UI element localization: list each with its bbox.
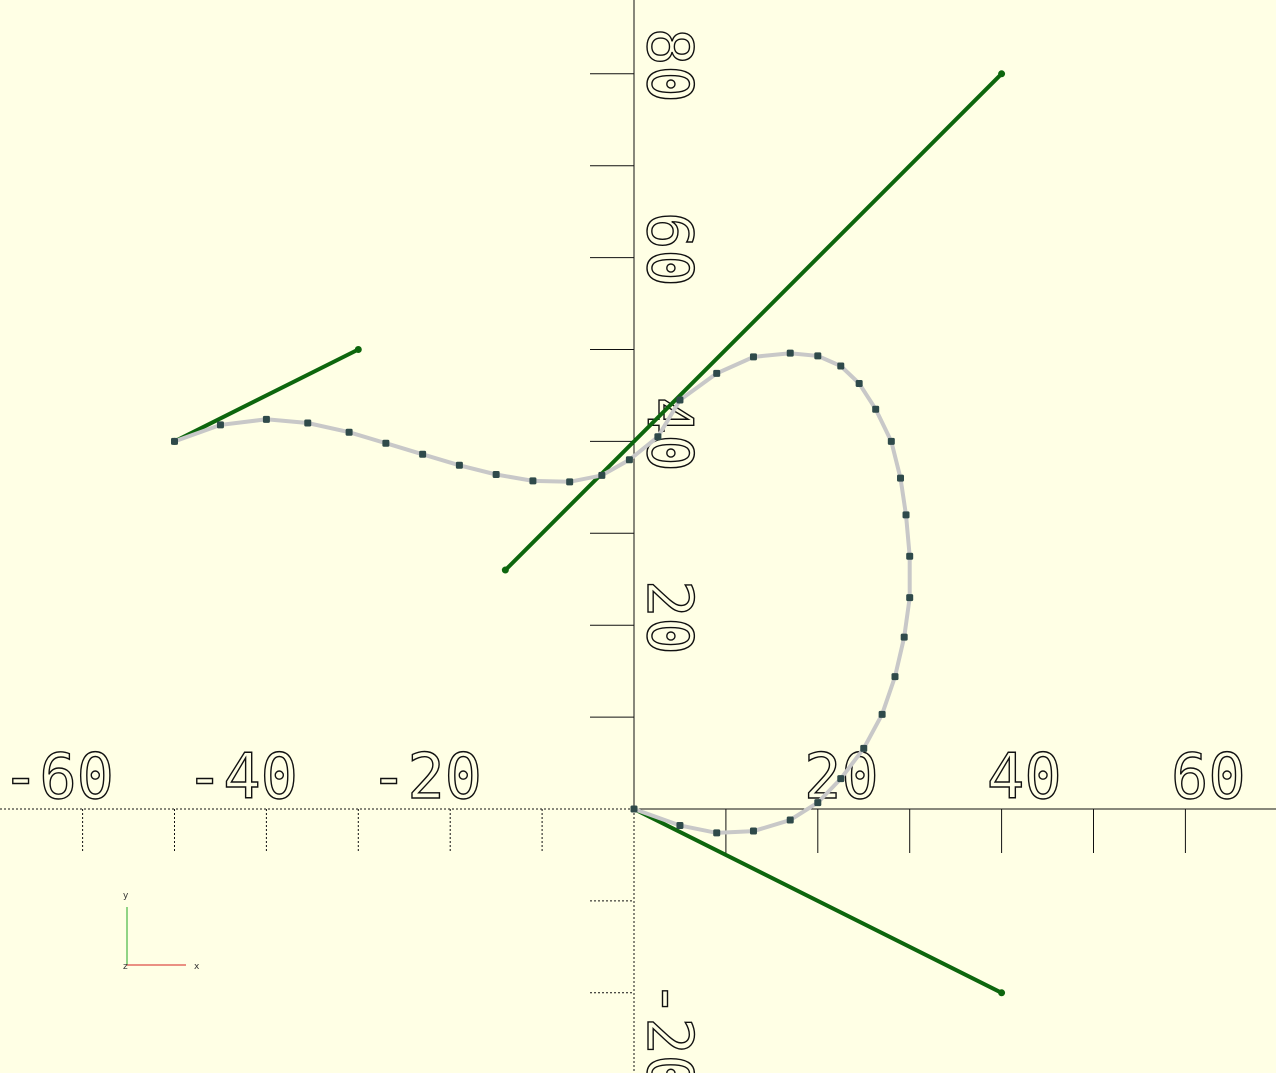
curve-node[interactable] [713,369,721,377]
curve-node[interactable] [492,470,500,478]
axis-labels: -60 -40 -20 20 40 60 80 60 40 20 -20 [1,27,1246,1073]
curve-node[interactable] [455,461,463,469]
tangent-lines [171,70,1006,997]
curve-node[interactable] [860,744,868,752]
x-label-40: 40 [987,740,1062,813]
tangent-end-point[interactable] [998,70,1006,78]
curve-node[interactable] [713,829,721,837]
curve-node[interactable] [625,456,633,464]
curve-node[interactable] [598,471,606,479]
curve-node[interactable] [887,437,895,445]
curve-node[interactable] [749,353,757,361]
curve-node[interactable] [382,439,390,447]
x-label-60: 60 [1171,740,1246,813]
curve-node[interactable] [891,673,899,681]
curve-node[interactable] [814,799,822,807]
curve-node[interactable] [630,805,638,813]
curve-node[interactable] [855,380,863,388]
curve-node[interactable] [676,396,684,404]
curve-node[interactable] [786,816,794,824]
curve-node[interactable] [786,349,794,357]
y-label-neg20: -20 [633,980,706,1073]
curve-node[interactable] [566,478,574,486]
tangent-line [632,807,1004,995]
curve-node[interactable] [878,710,886,718]
tangent-line [172,347,361,444]
y-label-40: 40 [633,397,706,472]
curve-node[interactable] [814,352,822,360]
curve-node[interactable] [171,437,178,445]
y-label-20: 20 [633,580,706,655]
curve-node[interactable] [897,474,905,482]
x-label-neg20: -20 [370,740,482,813]
curve-node[interactable] [872,405,880,413]
curve-node[interactable] [837,362,845,370]
curve-node[interactable] [262,415,270,423]
curve-node[interactable] [654,433,662,441]
x-label-neg60: -60 [2,740,114,813]
curve-path [173,351,912,835]
tangent-start-point[interactable] [501,566,509,574]
x-label-neg40: -40 [186,740,298,813]
y-label-60: 60 [633,212,706,287]
gizmo-y-label: y [123,891,129,901]
curve-node[interactable] [304,419,312,427]
curve-node[interactable] [345,428,353,436]
curve-node[interactable] [749,827,757,835]
curve-node[interactable] [837,775,845,783]
curve-node[interactable] [906,594,914,602]
y-label-80: 80 [633,28,706,103]
curve-node[interactable] [906,552,914,560]
tangent-end-point[interactable] [354,346,362,353]
gizmo-x-label: x [194,962,200,972]
curve-node[interactable] [419,450,427,458]
curve-node[interactable] [900,633,908,641]
curve-nodes [171,349,914,837]
tangent-line [503,71,1004,573]
tangent-end-point[interactable] [998,989,1006,997]
axis-gizmo: x y z [123,891,200,972]
curve-node[interactable] [529,477,537,485]
axis-ticks [82,73,1186,994]
bezier-curve [173,351,912,835]
curve-node[interactable] [676,822,684,830]
gizmo-z-label: z [123,962,128,972]
curve-node[interactable] [216,421,224,429]
curve-node[interactable] [902,511,910,519]
